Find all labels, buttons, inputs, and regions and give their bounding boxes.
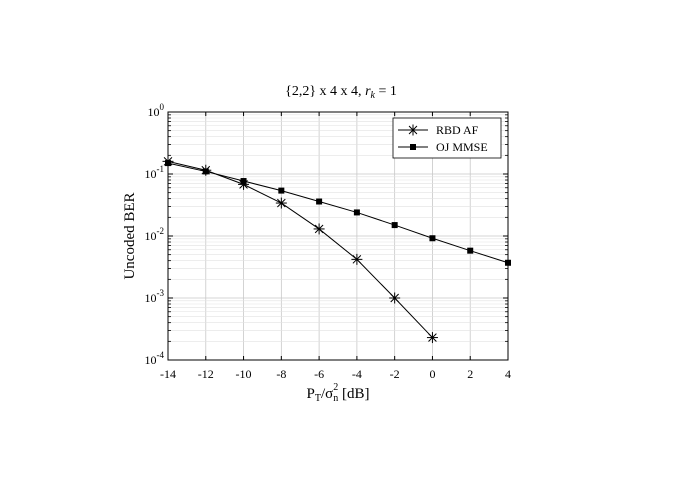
y-tick-label-4: 10-4 xyxy=(145,350,165,367)
y-tick-base: 10 xyxy=(145,291,157,305)
chart-title-prefix: {2,2} x 4 x 4, xyxy=(285,84,365,99)
y-tick-exp: -1 xyxy=(157,164,165,174)
series-1-point-4 xyxy=(316,198,323,205)
asterisk-stroke xyxy=(352,255,362,264)
asterisk-stroke xyxy=(390,293,399,303)
series xyxy=(162,155,511,344)
series-line-1 xyxy=(167,162,509,264)
legend-label-oj-mmse: OJ MMSE xyxy=(436,140,488,154)
x-label-sigma-sub: n xyxy=(333,393,338,404)
x-label-sigma-sup: 2 xyxy=(333,382,338,393)
series-1-point-7 xyxy=(429,235,436,242)
x-tick-label-0: -14 xyxy=(160,367,176,381)
chart-title-var: r xyxy=(365,84,371,99)
legend: RBD AF OJ MMSE xyxy=(392,117,502,159)
x-tick-label-4: -6 xyxy=(314,367,324,381)
chart-title: {2,2} x 4 x 4, rk = 1 xyxy=(285,84,397,101)
legend-box xyxy=(392,117,502,159)
series-0-point-3 xyxy=(275,197,287,209)
asterisk-stroke xyxy=(428,333,437,342)
x-label-p: P xyxy=(307,386,315,402)
series-0-point-7 xyxy=(426,332,438,344)
y-tick-label-0: 100 xyxy=(148,102,165,119)
series-0-point-6 xyxy=(389,292,401,304)
legend-marker-rbd-af xyxy=(407,124,419,136)
series-1-point-9 xyxy=(505,259,511,266)
x-tick-label-6: -2 xyxy=(390,367,400,381)
x-label-unit: [dB] xyxy=(338,386,369,402)
series-1-point-3 xyxy=(278,187,285,194)
axis-ticks xyxy=(167,111,509,361)
y-tick-base: 10 xyxy=(145,353,157,367)
y-tick-label-1: 10-1 xyxy=(145,164,165,181)
y-tick-label-2: 10-2 xyxy=(145,226,165,243)
asterisk-stroke xyxy=(408,125,418,135)
series-1-point-1 xyxy=(202,168,209,175)
y-tick-exp: -2 xyxy=(157,226,165,236)
x-label-sigma: σ xyxy=(325,386,333,402)
series-0-point-4 xyxy=(313,223,325,235)
y-tick-base: 10 xyxy=(148,105,160,119)
y-tick-exp: -3 xyxy=(157,288,165,298)
x-tick-label-3: -8 xyxy=(276,367,286,381)
series-1-point-6 xyxy=(391,222,398,229)
y-tick-base: 10 xyxy=(145,167,157,181)
series-1-point-2 xyxy=(240,178,247,185)
x-tick-label-5: -4 xyxy=(352,367,362,381)
x-label-slash: / xyxy=(321,386,326,402)
series-1-point-8 xyxy=(467,247,474,254)
x-axis-label: PT/σn2 [dB] xyxy=(307,382,370,404)
asterisk-stroke xyxy=(314,224,324,234)
x-tick-labels: -14 -12 -10 -8 -6 -4 -2 0 2 4 xyxy=(160,367,511,381)
series-1-point-0 xyxy=(165,160,171,167)
legend-asterisk xyxy=(407,124,419,136)
x-tick-label-2: -10 xyxy=(236,367,252,381)
y-tick-label-3: 10-3 xyxy=(145,288,165,305)
chart-title-sub: k xyxy=(371,90,376,101)
y-tick-base: 10 xyxy=(145,229,157,243)
legend-marker-oj-mmse xyxy=(410,144,416,150)
y-axis-label: Uncoded BER xyxy=(122,192,138,279)
series-1-point-5 xyxy=(353,209,360,216)
x-tick-label-7: 0 xyxy=(429,367,435,381)
legend-square xyxy=(410,144,416,150)
x-tick-label-1: -12 xyxy=(198,367,214,381)
asterisk-stroke xyxy=(277,198,286,208)
x-label-p-sub: T xyxy=(315,393,321,404)
x-tick-label-8: 2 xyxy=(467,367,473,381)
y-tick-exp: -4 xyxy=(157,350,165,360)
chart-title-suffix: = 1 xyxy=(375,84,397,99)
legend-label-rbd-af: RBD AF xyxy=(436,123,479,137)
series-0-point-5 xyxy=(351,253,363,265)
y-tick-exp: 0 xyxy=(160,102,165,112)
x-tick-label-9: 4 xyxy=(505,367,511,381)
